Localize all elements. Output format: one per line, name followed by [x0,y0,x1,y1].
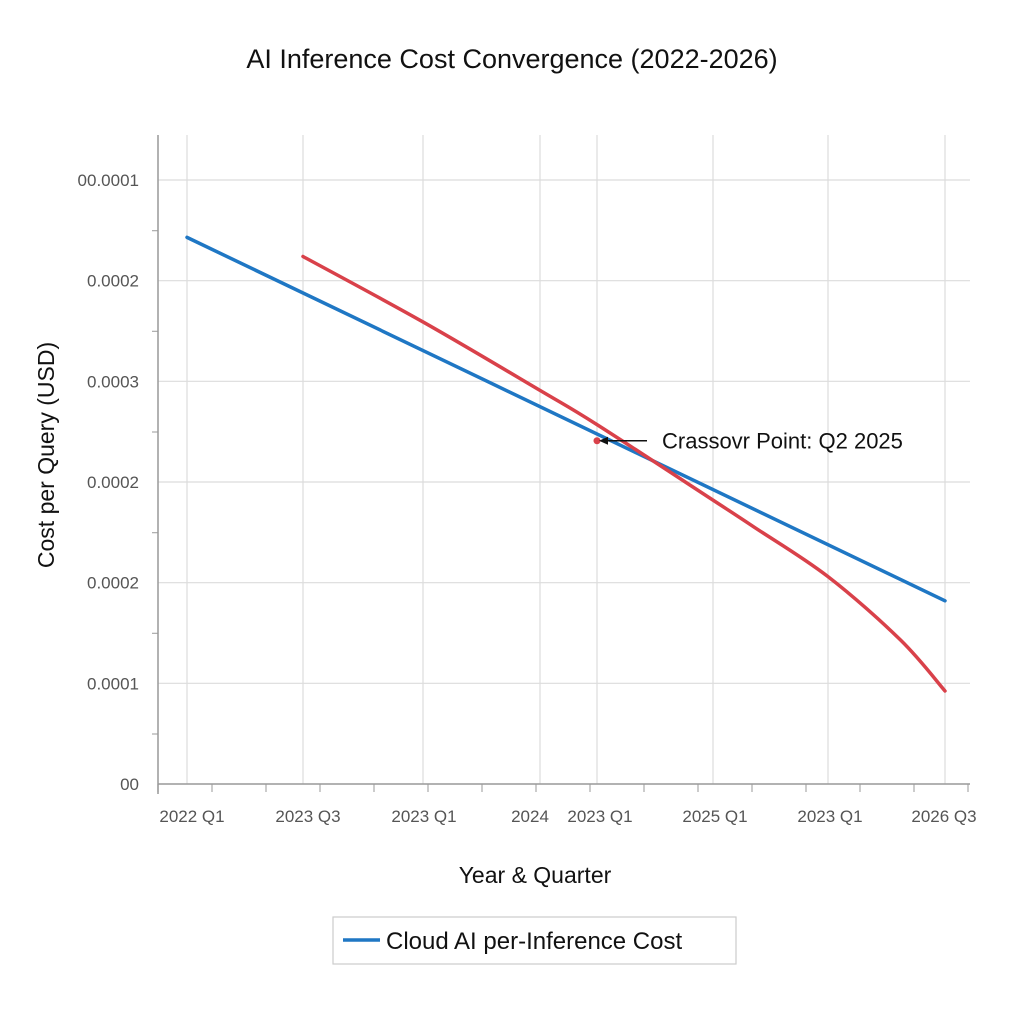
series-line-cloud-cost [185,235,947,603]
x-tick-label: 2023 Q3 [275,807,340,826]
x-tick-label: 2023 Q1 [391,807,456,826]
series-lines [185,235,947,693]
legend-label: Cloud AI per-Inference Cost [386,928,682,955]
x-tick-label: 2023 Q1 [797,807,862,826]
y-tick-label: 0.0002 [87,272,139,291]
x-tick-label: 2025 Q1 [682,807,747,826]
x-axis-label: Year & Quarter [459,862,612,888]
x-tick-label: 2023 Q1 [567,807,632,826]
crossover-marker [593,437,601,445]
x-tick-label: 2022 Q1 [159,807,224,826]
y-tick-label: 00.0001 [78,171,139,190]
y-tick-label: 0.0002 [87,473,139,492]
x-tick-labels: 2022 Q1 2023 Q3 2023 Q1 2024 2023 Q1 2025 Q1 2… [159,807,976,826]
annotation: Crassovr Point: Q2 2025 [593,429,903,454]
y-tick-label: 0.0001 [87,674,139,693]
axes [152,135,970,794]
annotation-text: Crassovr Point: Q2 2025 [662,429,903,454]
y-tick-labels: 00 0.0001 0.0002 0.0002 0.0003 0.0002 00.0001 [78,171,139,794]
y-tick-label: 0.0002 [87,574,139,593]
legend-box [332,916,737,965]
series-line-second-series [301,254,947,693]
y-tick-label: 00 [120,775,139,794]
y-axis-label: Cost per Query (USD) [33,342,59,568]
y-tick-label: 0.0003 [87,372,139,391]
chart-title: AI Inference Cost Convergence (2022-2026… [246,44,777,74]
arrow-head-icon [599,436,608,445]
grid [158,135,970,784]
x-tick-label: 2024 [511,807,549,826]
x-tick-label: 2026 Q3 [911,807,976,826]
legend: Cloud AI per-Inference Cost [332,916,737,965]
